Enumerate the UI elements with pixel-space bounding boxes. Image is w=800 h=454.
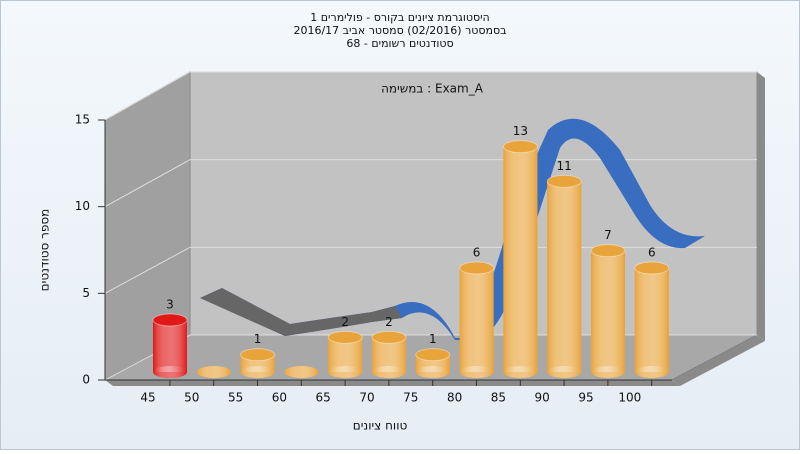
bar [371,330,407,378]
x-tick-label: 65 [316,391,331,405]
bar-top [240,348,276,362]
value-label: 6 [648,246,656,260]
bar [502,140,538,378]
bar-shine-bottom [415,366,450,378]
bar-shine-bottom [240,366,275,378]
bar [634,261,670,378]
bar-top [415,348,451,362]
bar-shine [591,250,625,372]
bar-shine-bottom [153,366,187,378]
bar-shine-bottom [634,366,669,378]
floor-edge [672,335,765,386]
bar-shine-bottom [591,366,625,378]
annotation: במשימה : Exam_A [381,82,484,96]
grid-line [104,71,191,121]
title-line: היסטוגרמת ציונים בקורס - פולימרים 1 [310,11,489,24]
value-label: 2 [385,315,393,329]
value-label: 7 [604,228,612,242]
bar [152,313,188,378]
y-tick-label: 5 [82,286,90,300]
bar-shine-bottom [547,366,582,378]
bar-shine [459,268,494,372]
grid-line [104,246,191,294]
x-tick-label: 55 [228,391,243,405]
bar-shine-bottom [284,366,319,378]
y-tick-label: 0 [82,373,90,387]
value-label: 11 [557,159,572,173]
value-label: 3 [166,298,174,312]
bar-top [152,313,188,327]
bar [327,330,363,378]
bar [459,261,495,378]
bar [284,366,319,378]
bar-shine [634,268,669,372]
x-tick-label: 70 [359,391,374,405]
bar-shine-bottom [372,366,406,378]
x-tick-label: 85 [491,391,506,405]
bar-top [371,330,407,344]
x-tick-label: 80 [447,391,462,405]
value-label: 13 [513,124,528,138]
normal-curve-shadow [200,288,402,336]
title-line: בסמסטר (02/2016) סמסטר אביב 2016/17 [293,24,506,37]
bar-top [634,261,670,275]
bar-shine [503,146,538,372]
value-label: 1 [429,332,437,346]
bar-top [327,330,363,344]
value-label: 2 [341,315,349,329]
x-tick-label: 50 [184,391,199,405]
x-tick-label: 100 [618,391,641,405]
bar [415,348,451,378]
bar-top [459,261,495,275]
y-tick-label: 10 [75,199,90,213]
bar-shine [153,320,187,372]
bar-top [546,174,582,188]
bar-top [590,244,626,258]
value-label: 1 [254,332,262,346]
bar [590,244,626,378]
grid-line [104,159,191,208]
x-tick-label: 75 [403,391,418,405]
wall-edge [757,72,765,341]
title-line: סטודנטים רשומים - 68 [346,37,453,50]
bar [240,348,276,378]
value-label: 6 [473,246,481,260]
x-tick-label: 90 [535,391,550,405]
x-tick-label: 95 [578,391,593,405]
bar-shine-bottom [459,366,494,378]
y-axis-label: מספר סטודנטים [38,209,52,292]
bar-shine-bottom [503,366,538,378]
floor-edge [105,380,680,386]
bar [196,366,231,378]
x-axis-label: טווח ציונים [353,419,408,433]
y-tick-label: 15 [75,113,90,127]
x-tick-label: 45 [140,391,155,405]
bar-shine-bottom [328,366,363,378]
bar-shine [547,181,582,372]
bar-shine-bottom [196,366,231,378]
bar [546,174,582,378]
bar-top [502,140,538,154]
x-tick-label: 60 [272,391,287,405]
